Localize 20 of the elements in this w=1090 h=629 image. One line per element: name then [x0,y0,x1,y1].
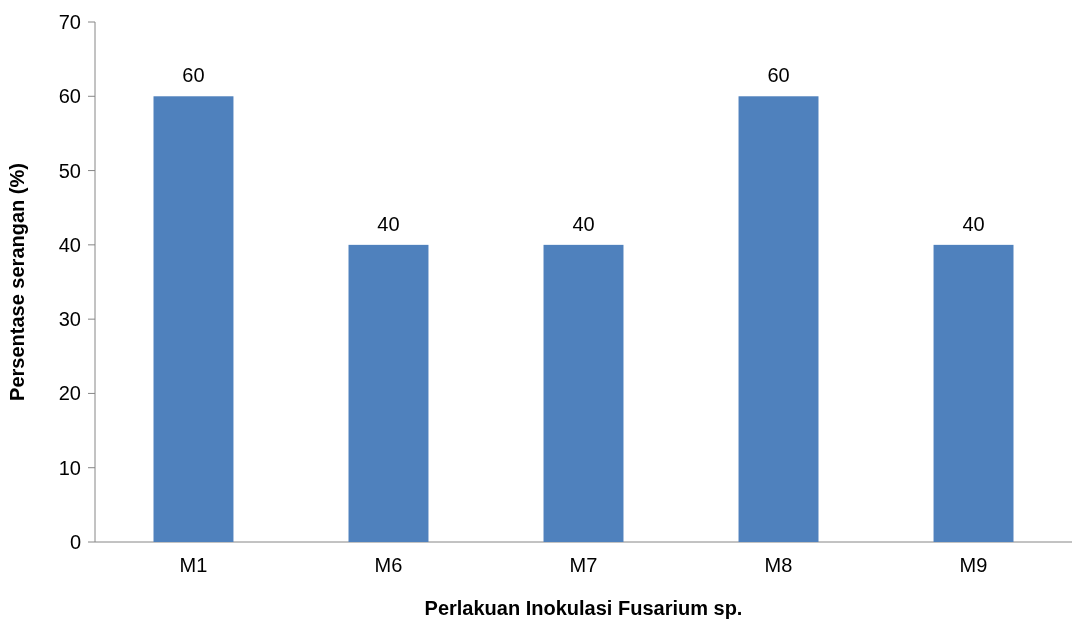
y-tick-label: 20 [58,382,81,405]
data-label: 60 [767,64,790,87]
y-tick-label: 30 [58,308,81,331]
y-tick-label: 0 [69,531,81,553]
x-axis-title: Perlakuan Inokulasi Fusarium sp. [424,597,743,619]
x-tick-label: M7 [569,554,598,576]
y-tick-label: 70 [58,11,81,33]
y-axis-title: Persentase serangan (%) [6,163,28,401]
x-tick-label: M9 [959,554,988,576]
y-tick-label: 40 [58,233,81,256]
data-label: 40 [962,212,985,235]
data-label: 40 [572,212,595,235]
x-tick-label: M1 [179,554,208,576]
data-label: 40 [377,212,400,235]
y-tick-label: 10 [58,456,81,479]
y-tick-label: 60 [58,85,81,108]
data-label: 60 [182,64,205,87]
x-tick-label: M6 [374,554,403,576]
y-tick-label: 50 [58,159,81,182]
x-tick-label: M8 [764,554,793,576]
